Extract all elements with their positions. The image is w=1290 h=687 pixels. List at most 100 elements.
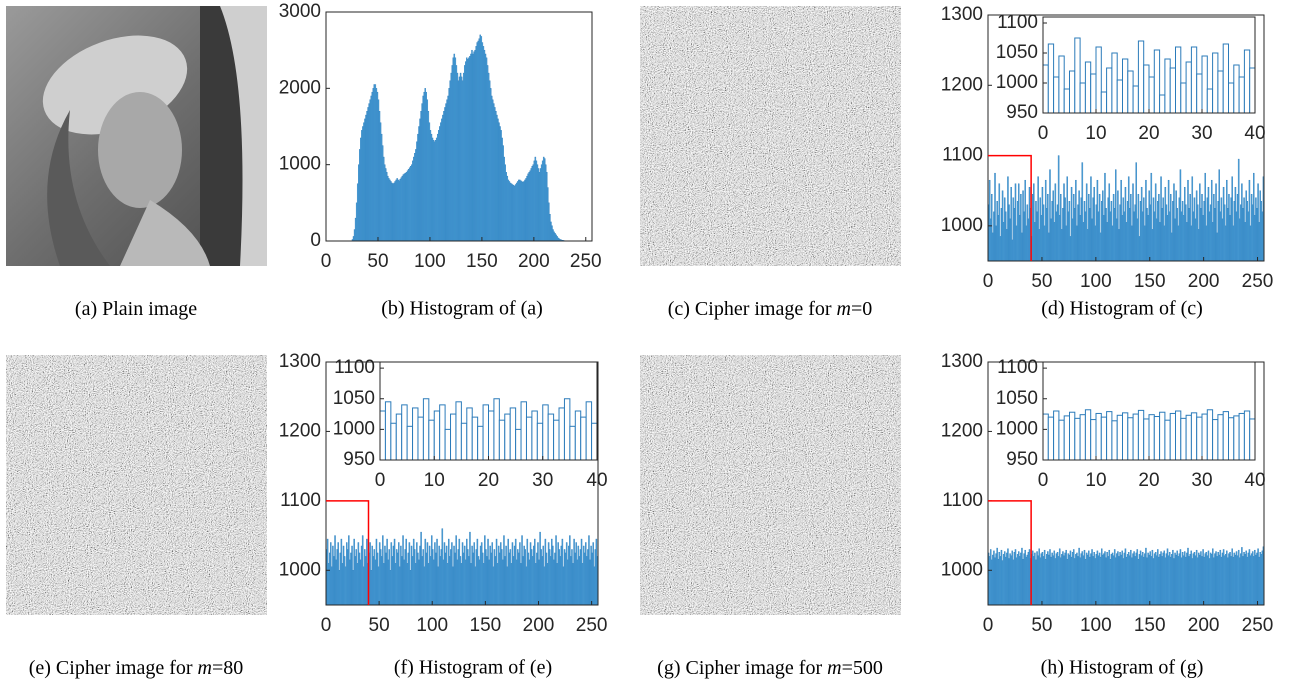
- y-tick-label: 1000: [996, 72, 1038, 93]
- bar: [596, 556, 598, 605]
- x-tick-label: 200: [1188, 271, 1220, 292]
- bar: [412, 407, 419, 460]
- x-tick-label: 40: [1244, 470, 1265, 491]
- bar: [380, 410, 386, 460]
- bar: [493, 398, 500, 460]
- x-tick-label: 100: [416, 615, 448, 636]
- y-tick-label: 1300: [941, 351, 983, 372]
- bar: [1106, 67, 1113, 113]
- y-tick-label: 2000: [279, 77, 321, 98]
- bar: [1090, 73, 1097, 113]
- inset-bars: [1043, 409, 1255, 460]
- bar: [547, 413, 555, 460]
- bar: [1153, 49, 1161, 113]
- bar: [991, 194, 993, 261]
- caption-text: (a) Plain image: [75, 298, 197, 320]
- bar: [1175, 410, 1182, 460]
- bar: [542, 404, 549, 460]
- bar: [1249, 418, 1255, 460]
- bar: [1164, 419, 1171, 460]
- caption-suffix: =80: [212, 657, 243, 679]
- bar: [536, 422, 544, 460]
- bar: [1047, 43, 1055, 113]
- y-tick-label: 1100: [334, 357, 375, 378]
- bar: [428, 419, 435, 460]
- bar: [1084, 61, 1092, 113]
- x-tick-label: 10: [1085, 470, 1106, 491]
- bar: [1228, 82, 1235, 113]
- bar: [1111, 420, 1118, 460]
- bar: [585, 401, 593, 460]
- x-tick-label: 0: [375, 470, 386, 491]
- y-tick-label: 950: [1006, 449, 1038, 470]
- bar: [1093, 186, 1095, 261]
- bar: [1212, 419, 1219, 460]
- bar: [1143, 64, 1150, 113]
- bar: [591, 422, 597, 460]
- x-tick-label: 250: [570, 251, 602, 272]
- bar: [1132, 413, 1139, 460]
- bar: [1075, 179, 1077, 261]
- x-tick-label: 200: [518, 251, 550, 272]
- y-tick-label: 1000: [279, 154, 321, 175]
- bar: [1159, 94, 1166, 113]
- bar: [1180, 417, 1187, 460]
- bar: [1079, 82, 1086, 113]
- x-tick-label: 100: [414, 251, 446, 272]
- x-tick-label: 30: [1191, 470, 1212, 491]
- caption: (a) Plain image: [75, 298, 197, 320]
- x-tick-label: 20: [1138, 470, 1159, 491]
- bar: [417, 416, 424, 460]
- zoom-box: [326, 500, 370, 605]
- x-tick-label: 30: [532, 470, 553, 491]
- x-tick-label: 150: [1134, 271, 1166, 292]
- bar: [477, 425, 484, 460]
- bar: [1010, 186, 1012, 261]
- bar: [1170, 194, 1172, 261]
- y-tick-label: 1100: [997, 12, 1038, 33]
- y-tick-label: 1200: [941, 74, 983, 95]
- bar: [558, 407, 565, 460]
- x-tick-label: 0: [1038, 470, 1049, 491]
- bar: [1159, 411, 1166, 460]
- x-tick-label: 250: [1242, 615, 1274, 636]
- caption: (f) Histogram of (e): [394, 657, 552, 679]
- bar: [1122, 412, 1129, 460]
- y-tick-label: 1000: [941, 559, 983, 580]
- bar: [1063, 88, 1070, 113]
- bar: [1100, 416, 1108, 460]
- x-tick-label: 100: [1080, 615, 1112, 636]
- bar: [422, 398, 430, 460]
- bar: [1068, 201, 1071, 261]
- x-tick-label: 0: [983, 271, 994, 292]
- bar: [1196, 73, 1203, 113]
- caption: (e) Cipher image for m=80: [29, 657, 244, 679]
- cipher-image: [6, 355, 267, 615]
- x-tick-label: 0: [321, 251, 332, 272]
- bar: [1201, 413, 1208, 460]
- bar: [1153, 416, 1161, 460]
- y-tick-label: 1200: [941, 420, 983, 441]
- x-tick-label: 20: [1138, 123, 1159, 144]
- x-tick-label: 150: [1134, 615, 1166, 636]
- x-tick-label: 30: [1191, 123, 1212, 144]
- bars: [326, 528, 598, 605]
- bar: [1127, 417, 1134, 460]
- x-tick-label: 40: [1244, 123, 1265, 144]
- bar: [515, 428, 522, 460]
- cipher-image: [640, 355, 901, 615]
- bar: [1248, 179, 1251, 261]
- bar: [998, 183, 1001, 261]
- bar: [1043, 64, 1049, 113]
- y-tick-label: 1100: [280, 490, 321, 511]
- bar: [1212, 52, 1219, 113]
- x-tick-label: 250: [576, 615, 608, 636]
- bar: [504, 413, 511, 460]
- bars: [988, 546, 1264, 605]
- bar: [1243, 410, 1251, 460]
- inset-bars: [1043, 37, 1255, 113]
- y-tick-label: 1300: [279, 351, 321, 372]
- bar: [1238, 76, 1245, 113]
- bar: [1037, 176, 1039, 261]
